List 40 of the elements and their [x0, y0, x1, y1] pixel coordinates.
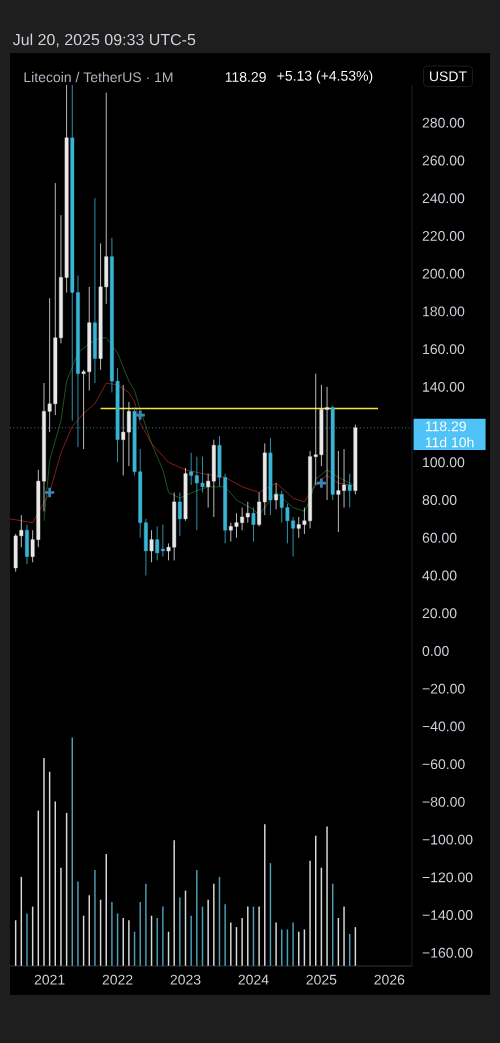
y-tick-label: 260.00	[422, 155, 465, 166]
y-tick-label: 160.00	[423, 344, 465, 355]
candlestick	[149, 529, 154, 563]
x-tick-label: 2021	[34, 974, 65, 985]
y-tick-label: 0.00	[422, 646, 449, 656]
y-tick-label: 60.00	[422, 532, 457, 543]
y-tick-label: −80.00	[422, 796, 465, 807]
y-tick-label: 180.00	[423, 306, 465, 317]
text: 11d 10h	[425, 437, 474, 448]
y-tick-label: −140.00	[422, 910, 473, 921]
x-tick-label: 2023	[170, 974, 201, 985]
x-tick-label: 2022	[102, 974, 133, 985]
candlestick	[251, 507, 256, 542]
y-tick-label: 220.00	[422, 230, 465, 241]
ref-line-label: 118.29	[425, 421, 466, 432]
y-tick-label: 100.00	[423, 457, 465, 468]
x-tick-label: 2025	[306, 974, 337, 985]
candlestick	[177, 492, 182, 537]
y-tick-label: −100.00	[422, 834, 473, 845]
text: Jul 20, 2025 09:33 UTC-5	[12, 33, 196, 48]
y-tick-label: −40.00	[422, 721, 465, 732]
candlestick	[347, 473, 352, 508]
y-tick-label: 20.00	[422, 608, 457, 619]
text: 118.29	[225, 72, 266, 82]
chart-title: Litecoin / TetherUS · 1M	[24, 71, 173, 83]
y-tick-label: 280.00	[422, 117, 465, 128]
y-tick-label: 140.00	[423, 381, 465, 392]
y-tick-label: 80.00	[422, 495, 457, 505]
text: USDT	[430, 71, 467, 82]
x-tick-label: 2024	[238, 974, 269, 985]
y-tick-label: 40.00	[422, 570, 457, 581]
text: +5.13 (+4.53%)	[277, 70, 373, 84]
y-tick-label: 200.00	[422, 268, 465, 279]
y-tick-label: −160.00	[422, 947, 473, 958]
y-tick-label: −120.00	[422, 872, 473, 883]
y-tick-label: −20.00	[422, 683, 465, 694]
x-tick-label: 2026	[374, 974, 405, 985]
y-tick-label: −60.00	[422, 759, 465, 770]
y-tick-label: 240.00	[422, 193, 465, 204]
candlestick	[274, 482, 278, 510]
